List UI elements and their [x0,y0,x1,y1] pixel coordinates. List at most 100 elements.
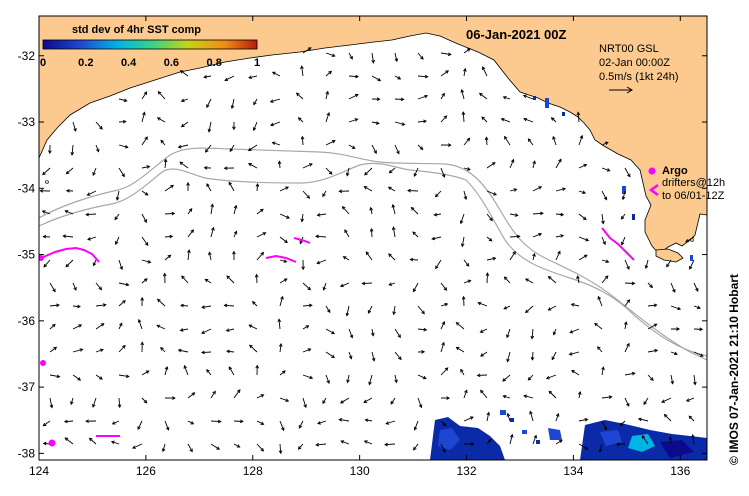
current-vector-head [278,450,283,455]
current-vector-head [331,140,336,144]
current-vector-head [433,212,438,217]
current-vector [647,323,657,330]
current-vector [278,319,281,330]
current-vector [49,374,60,378]
current-vector [509,434,513,445]
current-vector [256,183,259,192]
current-vector-head [444,367,449,371]
current-vector-head [545,375,550,380]
current-vector-head [424,94,429,99]
current-vector [249,344,258,353]
current-vector [463,390,468,399]
current-vector [621,236,626,245]
current-vector [317,213,327,216]
current-vector [89,437,97,445]
current-vector-head [216,446,221,450]
current-vector-head [509,433,514,438]
current-vector [249,324,258,330]
current-vector-head [297,117,302,121]
current-vector-head [397,334,401,339]
current-vector-head [65,263,70,268]
current-vector-head [441,174,446,178]
current-vector [460,213,465,224]
current-vector [141,278,148,284]
current-vector [440,70,449,77]
current-vector-head [445,70,449,74]
current-vector-head [73,128,77,132]
current-vector [601,367,604,376]
current-vector-head [307,286,312,291]
current-vector [72,305,81,308]
current-vector [440,367,449,376]
current-vector-head [626,299,631,303]
current-vector [486,412,490,422]
current-vector-head [157,90,162,95]
current-vector-head [95,148,100,153]
current-vector-head [513,188,518,192]
current-vector-head [247,147,252,152]
current-vector-head [644,265,649,270]
current-vector [597,346,603,353]
current-vector [205,144,212,153]
current-vector-head [230,105,235,110]
current-vector [65,259,74,268]
current-vector [118,322,123,330]
current-vector-head [260,251,265,256]
current-vector [601,167,610,172]
current-vector-head [412,231,416,236]
current-vector [317,420,327,425]
current-vector [95,349,104,353]
current-vector [577,112,580,123]
current-vector-head [400,97,405,102]
current-vector [256,208,264,215]
current-vector-head [441,341,445,346]
current-vector-head [363,440,368,444]
current-vector-head [286,215,290,219]
current-vector [621,213,626,220]
current-vector-head [602,241,606,246]
current-vector [601,236,606,245]
current-vector [279,420,285,431]
current-vector-head [409,257,414,262]
current-vector-head [308,163,313,167]
current-vector-head [281,427,285,432]
current-vector-head [137,318,142,323]
sst-std-dev-patches [430,96,707,460]
current-vector-head [338,418,343,422]
current-vector-head [466,167,471,171]
current-vector [622,190,626,200]
current-vector-head [204,148,209,153]
current-vector [601,141,609,146]
current-vector [578,418,588,422]
current-vector-head [315,442,320,447]
current-vector [506,351,511,362]
current-vector-head [653,323,658,327]
scale-arrow-icon [609,86,633,94]
current-vector-head [355,74,359,79]
current-vector-head [506,334,510,339]
current-vector [270,98,281,103]
current-vector-head [179,70,184,74]
current-vector [203,75,212,78]
current-vector-head [413,288,417,293]
current-vector-head [203,166,208,170]
current-vector-head [239,419,244,424]
current-vector-head [585,237,590,242]
current-vector [440,342,445,353]
current-vector-head [70,151,75,156]
current-vector-head [62,234,67,239]
current-vector [325,305,331,313]
current-vector [528,374,534,381]
current-vector-head [488,237,493,242]
current-vector-head [477,301,482,306]
current-vector [440,52,451,56]
current-vector [624,259,630,270]
current-vector-head [307,47,312,51]
current-vector-head [654,348,659,353]
current-vector-head [191,392,196,396]
legend-argo: Argo [662,165,688,177]
current-vector-head [387,186,392,191]
current-vector [302,163,313,169]
current-vector [301,136,304,146]
current-vector [92,167,97,176]
